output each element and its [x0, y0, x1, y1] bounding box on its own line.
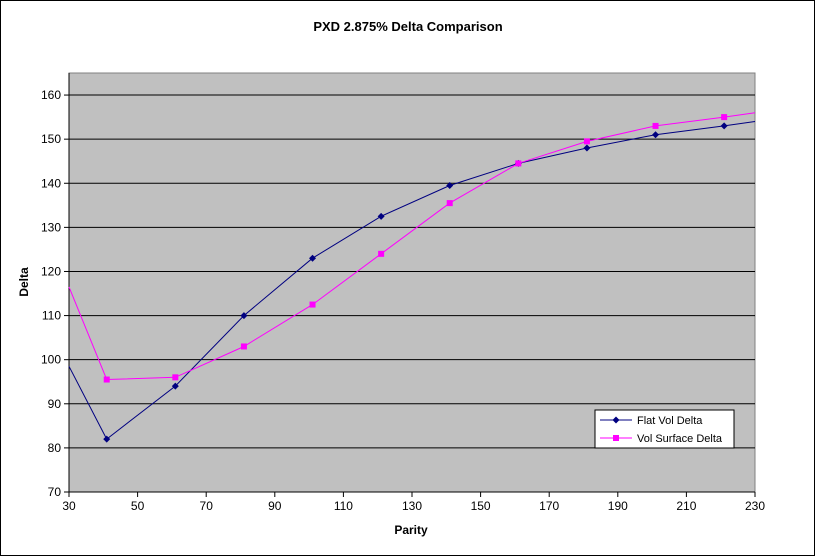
x-tick-label: 190: [608, 499, 628, 513]
data-point-flat-vol-delta: [103, 435, 111, 443]
data-point-vol-surface-delta: [515, 160, 522, 167]
y-tick-label: 80: [48, 441, 62, 455]
x-tick-label: 230: [745, 499, 765, 513]
y-tick-label: 100: [41, 353, 61, 367]
x-tick-label: 210: [676, 499, 696, 513]
data-point-vol-surface-delta: [446, 200, 453, 207]
y-tick-label: 160: [41, 88, 61, 102]
legend-marker-flat-vol-delta: [612, 416, 620, 424]
legend-box: [594, 409, 735, 449]
data-point-vol-surface-delta: [240, 343, 247, 350]
y-tick-label: 120: [41, 264, 61, 278]
x-tick-label: 50: [131, 499, 145, 513]
y-tick-label: 90: [48, 397, 62, 411]
x-tick-label: 150: [471, 499, 491, 513]
data-point-flat-vol-delta: [720, 122, 728, 130]
axes: 70 80 90 100 110 120 130 140 150 160 30 50 70 90 110 13…: [41, 73, 765, 513]
data-point-flat-vol-delta: [446, 181, 454, 189]
y-tick-label: 130: [41, 220, 61, 234]
x-axis-title: Parity: [394, 523, 428, 537]
x-tick-label: 110: [334, 499, 353, 513]
data-point-flat-vol-delta: [240, 312, 248, 320]
data-point-flat-vol-delta: [652, 131, 660, 139]
data-point-vol-surface-delta: [378, 250, 385, 257]
x-tick-label: 170: [539, 499, 559, 513]
legend-label-vol-surface-delta: Vol Surface Delta: [637, 433, 723, 445]
x-tick-label: 70: [200, 499, 214, 513]
legend-marker-vol-surface-delta: [613, 435, 619, 441]
data-point-vol-surface-delta: [583, 138, 590, 145]
legend: Flat Vol Delta Vol Surface Delta: [594, 409, 735, 449]
series-line-vol-surface-delta: [68, 112, 756, 381]
y-tick-label: 110: [42, 309, 61, 323]
data-point-flat-vol-delta: [309, 254, 317, 262]
x-tick-label: 90: [268, 499, 282, 513]
y-axis-title: Delta: [17, 267, 31, 297]
y-tick-label: 140: [41, 176, 61, 190]
x-tick-label: 30: [62, 499, 76, 513]
legend-label-flat-vol-delta: Flat Vol Delta: [637, 415, 703, 427]
data-point-vol-surface-delta: [172, 374, 179, 381]
chart-title: PXD 2.875% Delta Comparison: [313, 19, 502, 34]
series-layer: [68, 112, 756, 443]
data-point-flat-vol-delta: [583, 144, 591, 152]
data-point-vol-surface-delta: [103, 376, 110, 383]
y-tick-label: 150: [41, 132, 61, 146]
data-point-vol-surface-delta: [721, 114, 728, 121]
data-point-vol-surface-delta: [652, 122, 659, 129]
series-line-flat-vol-delta: [68, 121, 756, 440]
data-point-vol-surface-delta: [309, 301, 316, 308]
data-point-flat-vol-delta: [377, 212, 385, 220]
y-tick-label: 70: [48, 485, 62, 499]
gridlines: [69, 94, 755, 449]
data-point-flat-vol-delta: [171, 382, 179, 390]
x-tick-label: 130: [402, 499, 422, 513]
